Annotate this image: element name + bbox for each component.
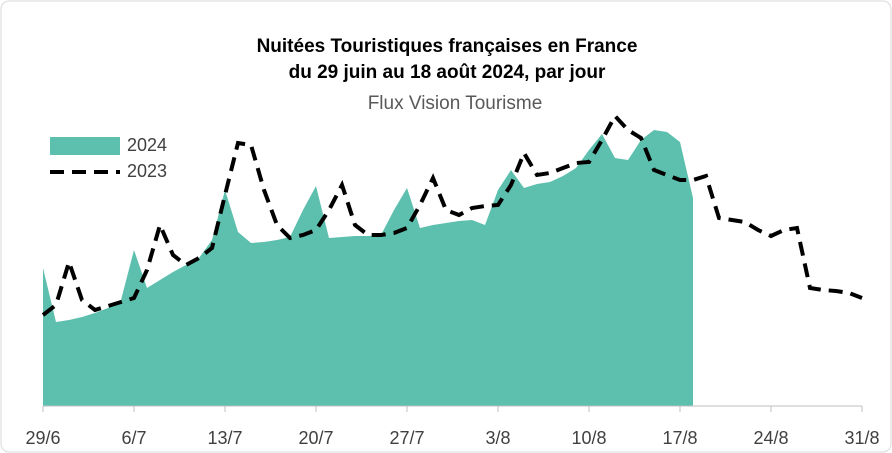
x-tick-label: 29/6 [25, 428, 60, 448]
x-tick-label: 20/7 [298, 428, 333, 448]
chart-source: Flux Vision Tourisme [368, 93, 543, 114]
legend-label: 2024 [127, 135, 167, 155]
chart-subtitle: du 29 juin au 18 août 2024, par jour [289, 62, 606, 83]
x-tick-label: 27/7 [389, 428, 424, 448]
x-tick-label: 3/8 [485, 428, 510, 448]
line [41, 112, 863, 317]
area [43, 130, 693, 406]
chart-title: Nuitées Touristiques françaises en Franc… [257, 36, 638, 57]
x-tick-label: 31/8 [844, 428, 879, 448]
x-tick-label: 24/8 [753, 428, 788, 448]
legend-swatch [50, 137, 120, 155]
x-tick-label: 6/7 [121, 428, 146, 448]
legend-label: 2023 [127, 161, 167, 181]
x-tick-label: 13/7 [207, 428, 242, 448]
x-tick-label: 17/8 [662, 428, 697, 448]
x-tick-label: 10/8 [571, 428, 606, 448]
